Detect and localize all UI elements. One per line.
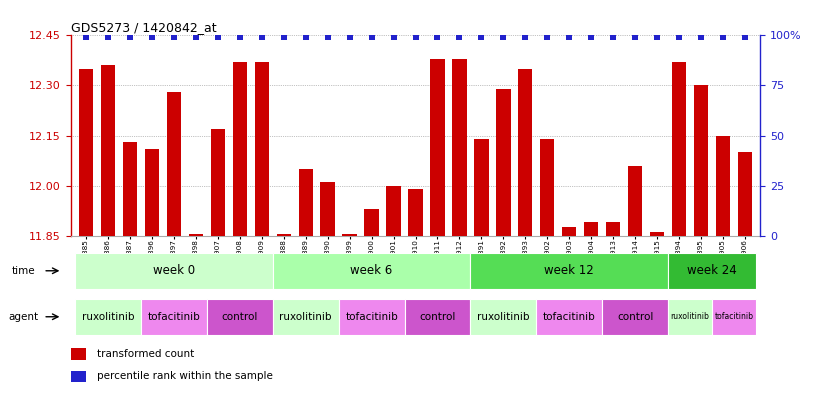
Bar	[712, 299, 756, 335]
Bar	[123, 142, 137, 236]
Bar	[141, 299, 207, 335]
Bar	[408, 189, 423, 236]
Bar	[536, 299, 602, 335]
Bar	[101, 66, 116, 236]
Bar	[75, 299, 141, 335]
Bar	[277, 234, 291, 236]
Bar	[386, 186, 401, 236]
Text: week 6: week 6	[351, 264, 393, 277]
Bar	[430, 59, 445, 236]
Bar	[233, 62, 247, 236]
Text: tofacitinib: tofacitinib	[345, 312, 398, 322]
Text: control: control	[420, 312, 455, 322]
Bar	[321, 182, 335, 236]
Bar	[71, 348, 86, 360]
Bar	[668, 299, 712, 335]
Bar	[562, 228, 577, 236]
Text: week 24: week 24	[687, 264, 737, 277]
Bar	[628, 166, 642, 236]
Bar	[672, 62, 686, 236]
Bar	[540, 139, 554, 236]
Bar	[475, 139, 489, 236]
Bar	[298, 169, 312, 236]
Bar	[189, 234, 203, 236]
Bar	[606, 222, 620, 236]
Text: percentile rank within the sample: percentile rank within the sample	[97, 371, 273, 382]
Bar	[715, 136, 730, 236]
Bar	[79, 69, 93, 236]
Bar	[167, 92, 181, 236]
Bar	[273, 299, 338, 335]
Bar	[338, 299, 405, 335]
Text: week 0: week 0	[153, 264, 195, 277]
Bar	[694, 86, 708, 236]
Text: tofacitinib: tofacitinib	[147, 312, 200, 322]
Text: week 12: week 12	[544, 264, 594, 277]
Text: GDS5273 / 1420842_at: GDS5273 / 1420842_at	[71, 21, 216, 34]
Bar	[519, 69, 533, 236]
Bar	[207, 299, 273, 335]
Text: tofacitinib: tofacitinib	[543, 312, 596, 322]
Bar	[452, 59, 466, 236]
Bar	[254, 62, 269, 236]
Bar	[342, 234, 356, 236]
Bar	[470, 253, 668, 289]
Bar	[584, 222, 598, 236]
Text: ruxolitinib: ruxolitinib	[671, 312, 710, 321]
Bar	[405, 299, 470, 335]
Text: ruxolitinib: ruxolitinib	[477, 312, 529, 322]
Text: ruxolitinib: ruxolitinib	[279, 312, 332, 322]
Bar	[496, 89, 510, 236]
Bar	[75, 253, 273, 289]
Bar	[602, 299, 668, 335]
Bar	[211, 129, 225, 236]
Bar	[365, 209, 379, 236]
Bar	[145, 149, 159, 236]
Bar	[71, 371, 86, 382]
Text: tofacitinib: tofacitinib	[715, 312, 754, 321]
Bar	[650, 233, 664, 236]
Text: control: control	[617, 312, 653, 322]
Text: time: time	[12, 266, 35, 276]
Bar	[738, 152, 752, 236]
Bar	[668, 253, 756, 289]
Text: agent: agent	[8, 312, 38, 322]
Text: transformed count: transformed count	[97, 349, 194, 359]
Bar	[470, 299, 536, 335]
Text: ruxolitinib: ruxolitinib	[81, 312, 135, 322]
Text: control: control	[222, 312, 258, 322]
Bar	[273, 253, 470, 289]
